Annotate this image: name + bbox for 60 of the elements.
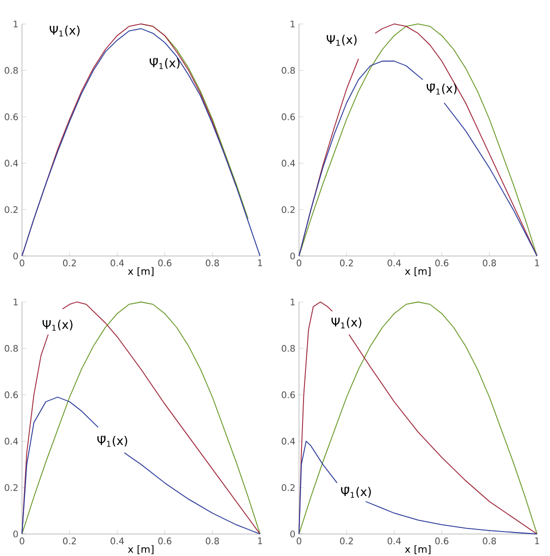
y-tick-label: 0.8 xyxy=(282,66,295,74)
x-tick-label: 0.8 xyxy=(206,538,219,544)
y-tick-label: 0.6 xyxy=(4,113,18,120)
annotation: Ψ$_{1}$(x) xyxy=(332,317,362,328)
x-tick-label: 0.2 xyxy=(63,538,76,544)
x-tick-label: 0 xyxy=(296,538,302,544)
y-tick-label: 0 xyxy=(290,252,295,260)
x-tick-label: 0.6 xyxy=(435,538,448,544)
x-tick-label: 1 xyxy=(258,260,262,266)
y-tick-label: 1 xyxy=(290,20,295,28)
x-tick-label: 0.6 xyxy=(158,538,172,544)
y-tick-label: 0.6 xyxy=(282,391,295,398)
annotation: Ψ̃$_{1}$(x) xyxy=(150,58,180,69)
x-tick-label: 1 xyxy=(535,538,540,544)
y-tick-label: 1 xyxy=(14,298,18,306)
x-axis-title: x [m] xyxy=(128,267,154,276)
y-tick-label: 1 xyxy=(14,20,18,28)
annotation: Ψ$_{1}$(x) xyxy=(326,34,357,46)
x-tick-label: 1 xyxy=(535,260,540,266)
x-tick-label: 0.4 xyxy=(110,260,124,266)
y-tick-label: 0.8 xyxy=(282,344,295,352)
x-axis-title: x [m] xyxy=(404,545,430,554)
x-tick-label: 0.4 xyxy=(388,260,401,266)
x-tick-label: 0 xyxy=(296,260,302,266)
annotation: Ψ$_{1}$(x) xyxy=(42,320,72,331)
x-axis-title: x [m] xyxy=(128,545,154,554)
x-tick-label: 1 xyxy=(258,538,262,544)
annotation: Ψ$_{1}$(x) xyxy=(50,26,80,36)
y-tick-label: 0.4 xyxy=(282,438,295,445)
y-tick-label: 0 xyxy=(13,530,18,538)
annotation: Ψ̃$_{1}$(x) xyxy=(426,83,457,95)
annotation: Ψ̃$_{1}$(x) xyxy=(97,436,128,447)
y-tick-label: 0.6 xyxy=(282,113,295,120)
y-tick-label: 0.4 xyxy=(4,438,18,445)
y-tick-label: 0.8 xyxy=(4,344,18,352)
y-tick-label: 0 xyxy=(290,530,295,538)
x-tick-label: 0 xyxy=(20,260,24,266)
y-tick-label: 0.2 xyxy=(282,484,295,491)
y-tick-label: 0.2 xyxy=(282,206,295,213)
x-tick-label: 0.6 xyxy=(435,260,448,266)
x-tick-label: 0.8 xyxy=(482,260,496,266)
x-tick-label: 0.2 xyxy=(340,260,353,266)
x-tick-label: 0.8 xyxy=(206,260,219,266)
x-axis-title: x [m] xyxy=(404,267,430,276)
y-tick-label: 0.2 xyxy=(4,206,18,213)
y-tick-label: 0.6 xyxy=(4,391,18,398)
x-tick-label: 0 xyxy=(20,538,24,544)
y-tick-label: 0.2 xyxy=(4,484,18,491)
y-tick-label: 1 xyxy=(290,298,295,306)
x-tick-label: 0.4 xyxy=(110,538,124,544)
x-tick-label: 0.2 xyxy=(340,538,353,544)
x-tick-label: 0.8 xyxy=(482,538,496,544)
y-tick-label: 0.8 xyxy=(4,66,18,74)
y-tick-label: 0 xyxy=(13,252,18,260)
y-tick-label: 0.4 xyxy=(4,160,18,167)
y-tick-label: 0.4 xyxy=(282,160,295,167)
x-tick-label: 0.6 xyxy=(158,260,172,266)
x-tick-label: 0.4 xyxy=(388,538,401,544)
x-tick-label: 0.2 xyxy=(63,260,76,266)
annotation: Ψ̃$_{1}$(x) xyxy=(341,486,371,498)
